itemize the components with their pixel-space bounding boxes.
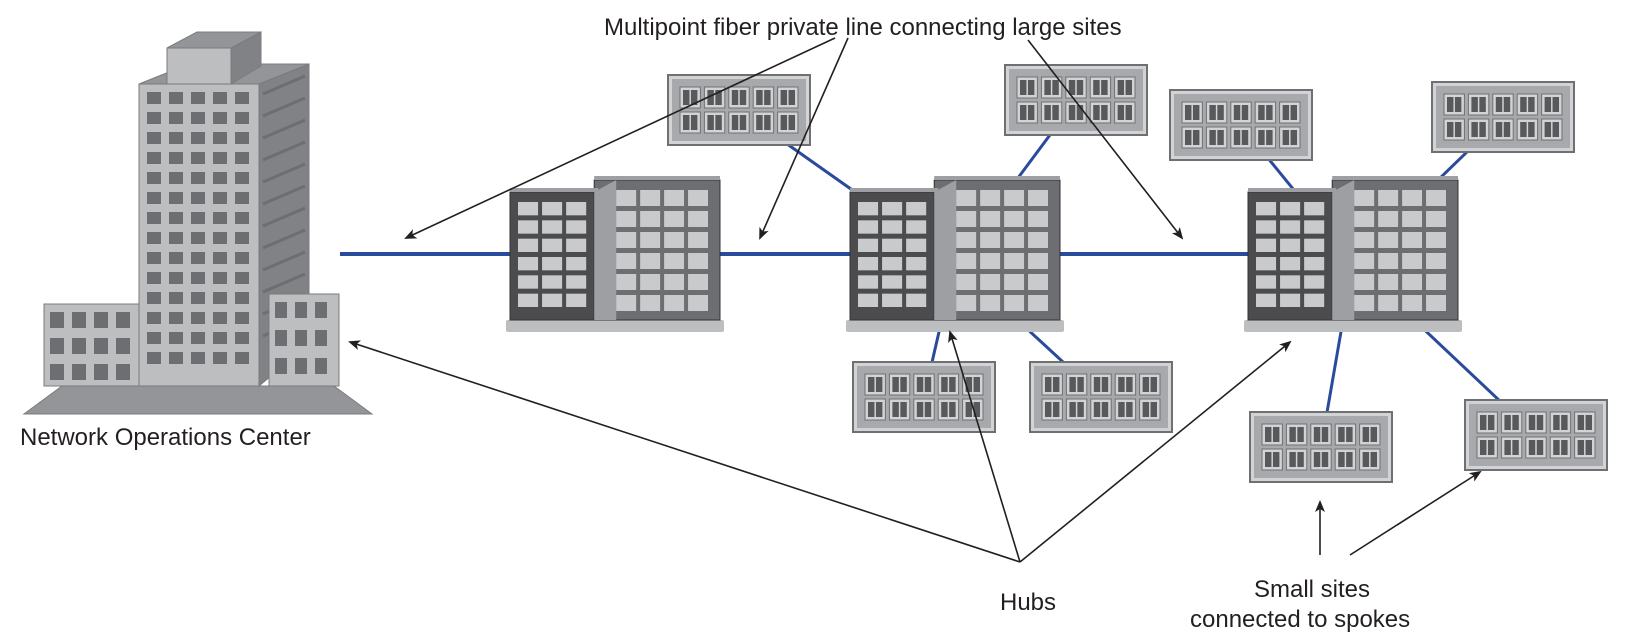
small-site <box>1005 65 1147 135</box>
small-site <box>668 75 810 145</box>
small-site <box>1432 82 1574 152</box>
small-site <box>853 362 995 432</box>
hub-buildings <box>506 176 1462 332</box>
small-site <box>1250 412 1392 482</box>
diagram-canvas <box>0 0 1637 629</box>
small-site <box>1170 90 1312 160</box>
hub-building <box>1244 176 1462 332</box>
label-noc: Network Operations Center <box>20 422 311 453</box>
noc-building <box>24 32 372 414</box>
label-hubs: Hubs <box>1000 587 1056 618</box>
hub-building <box>846 176 1064 332</box>
label-small-2: connected to spokes <box>1190 604 1410 635</box>
label-small-1: Small sites <box>1254 574 1370 605</box>
label-top: Multipoint fiber private line connecting… <box>604 12 1122 43</box>
hub-building <box>506 176 724 332</box>
small-site <box>1465 400 1607 470</box>
small-site <box>1030 362 1172 432</box>
